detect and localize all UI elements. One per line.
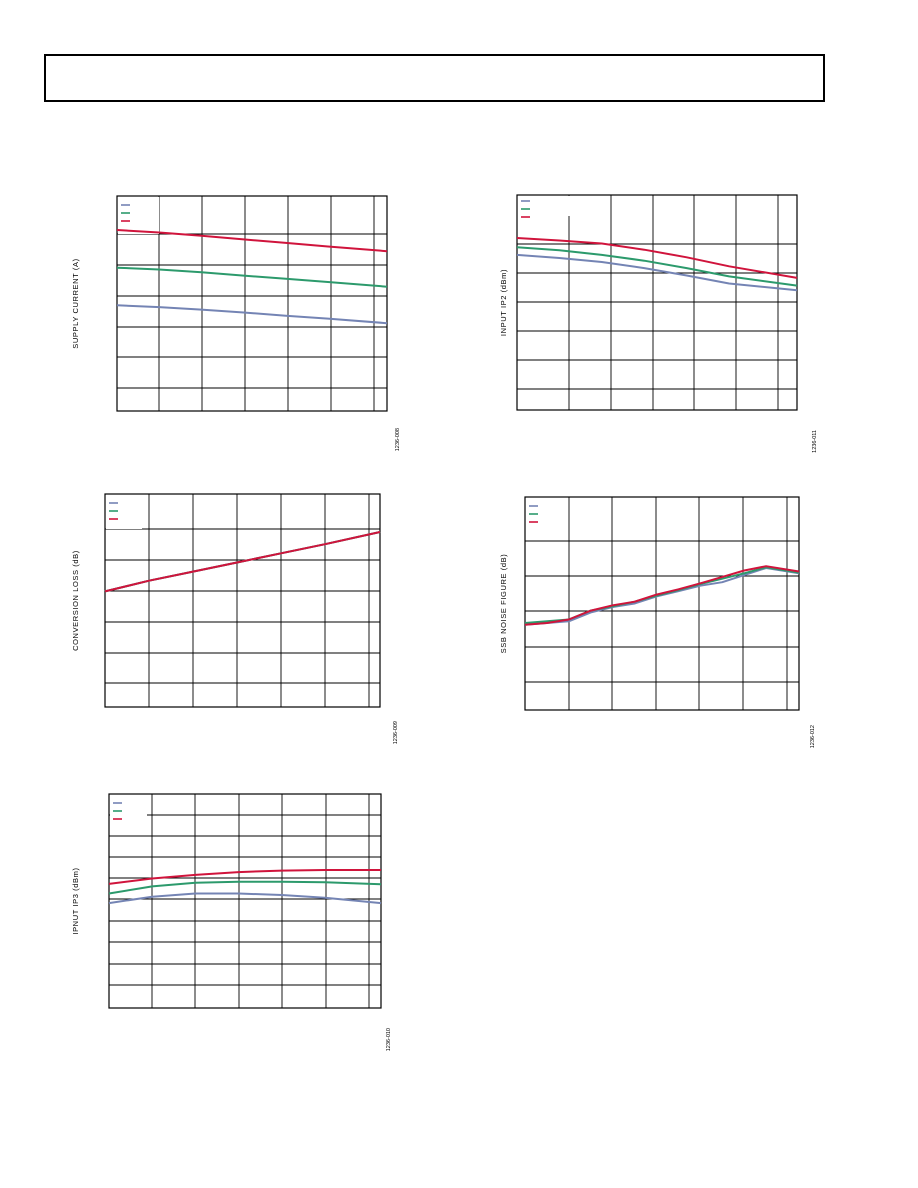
series-line-blue — [116, 304, 388, 325]
input-ip2-chart: INPUT IP2 (dBm) 1236-011 — [490, 188, 820, 453]
figure-id: 1236-012 — [810, 725, 816, 748]
y-axis-label: INPUT IP2 (dBm) — [499, 269, 508, 336]
series-line-green — [516, 246, 798, 287]
conversion-loss-chart: CONVERSION LOSS (dB) 1236-009 — [62, 488, 402, 744]
chart-svg: IPNUT IP3 (dBm) 1236-010 — [71, 793, 392, 1051]
series-line-red — [104, 531, 381, 593]
noise-figure-chart: SSB NOISE FIGURE (dB) 1236-012 — [490, 488, 820, 748]
legend-box — [118, 197, 159, 234]
chart-svg: INPUT IP2 (dBm) 1236-011 — [499, 194, 818, 453]
y-axis-label: SSB NOISE FIGURE (dB) — [499, 554, 508, 654]
plot-frame — [108, 793, 382, 1009]
input-ip3-chart: IPNUT IP3 (dBm) 1236-010 — [62, 785, 402, 1051]
figure-id: 1236-011 — [812, 430, 818, 453]
series-line-green — [108, 880, 382, 895]
y-axis-label: SUPPLY CURRENT (A) — [71, 258, 80, 348]
series-line-blue — [516, 253, 798, 292]
series-line-red — [524, 565, 800, 626]
series-line-blue — [524, 567, 800, 626]
series-line-green — [116, 266, 388, 288]
legend-box — [526, 498, 562, 532]
page-header-box — [44, 54, 825, 102]
series-line-red — [116, 229, 388, 253]
y-axis-label: CONVERSION LOSS (dB) — [71, 550, 80, 651]
chart-svg: CONVERSION LOSS (dB) 1236-009 — [71, 493, 399, 744]
legend-box — [106, 495, 142, 529]
series-line-red — [108, 869, 381, 885]
chart-svg: SSB NOISE FIGURE (dB) 1236-012 — [499, 496, 816, 748]
figure-id: 1236-009 — [393, 721, 399, 744]
plot-frame — [516, 194, 798, 411]
series-line-blue — [108, 892, 382, 905]
plot-frame — [104, 493, 381, 708]
figure-id: 1236-010 — [386, 1028, 392, 1051]
series-line-red — [516, 237, 798, 279]
y-axis-label: IPNUT IP3 (dBm) — [71, 867, 80, 934]
chart-svg: SUPPLY CURRENT (A) 1236-008 — [71, 195, 401, 451]
plot-frame — [524, 496, 800, 711]
figure-id: 1236-008 — [395, 428, 401, 451]
plot-frame — [116, 195, 388, 412]
supply-current-chart: SUPPLY CURRENT (A) 1236-008 — [62, 190, 402, 451]
legend-box — [518, 196, 573, 216]
